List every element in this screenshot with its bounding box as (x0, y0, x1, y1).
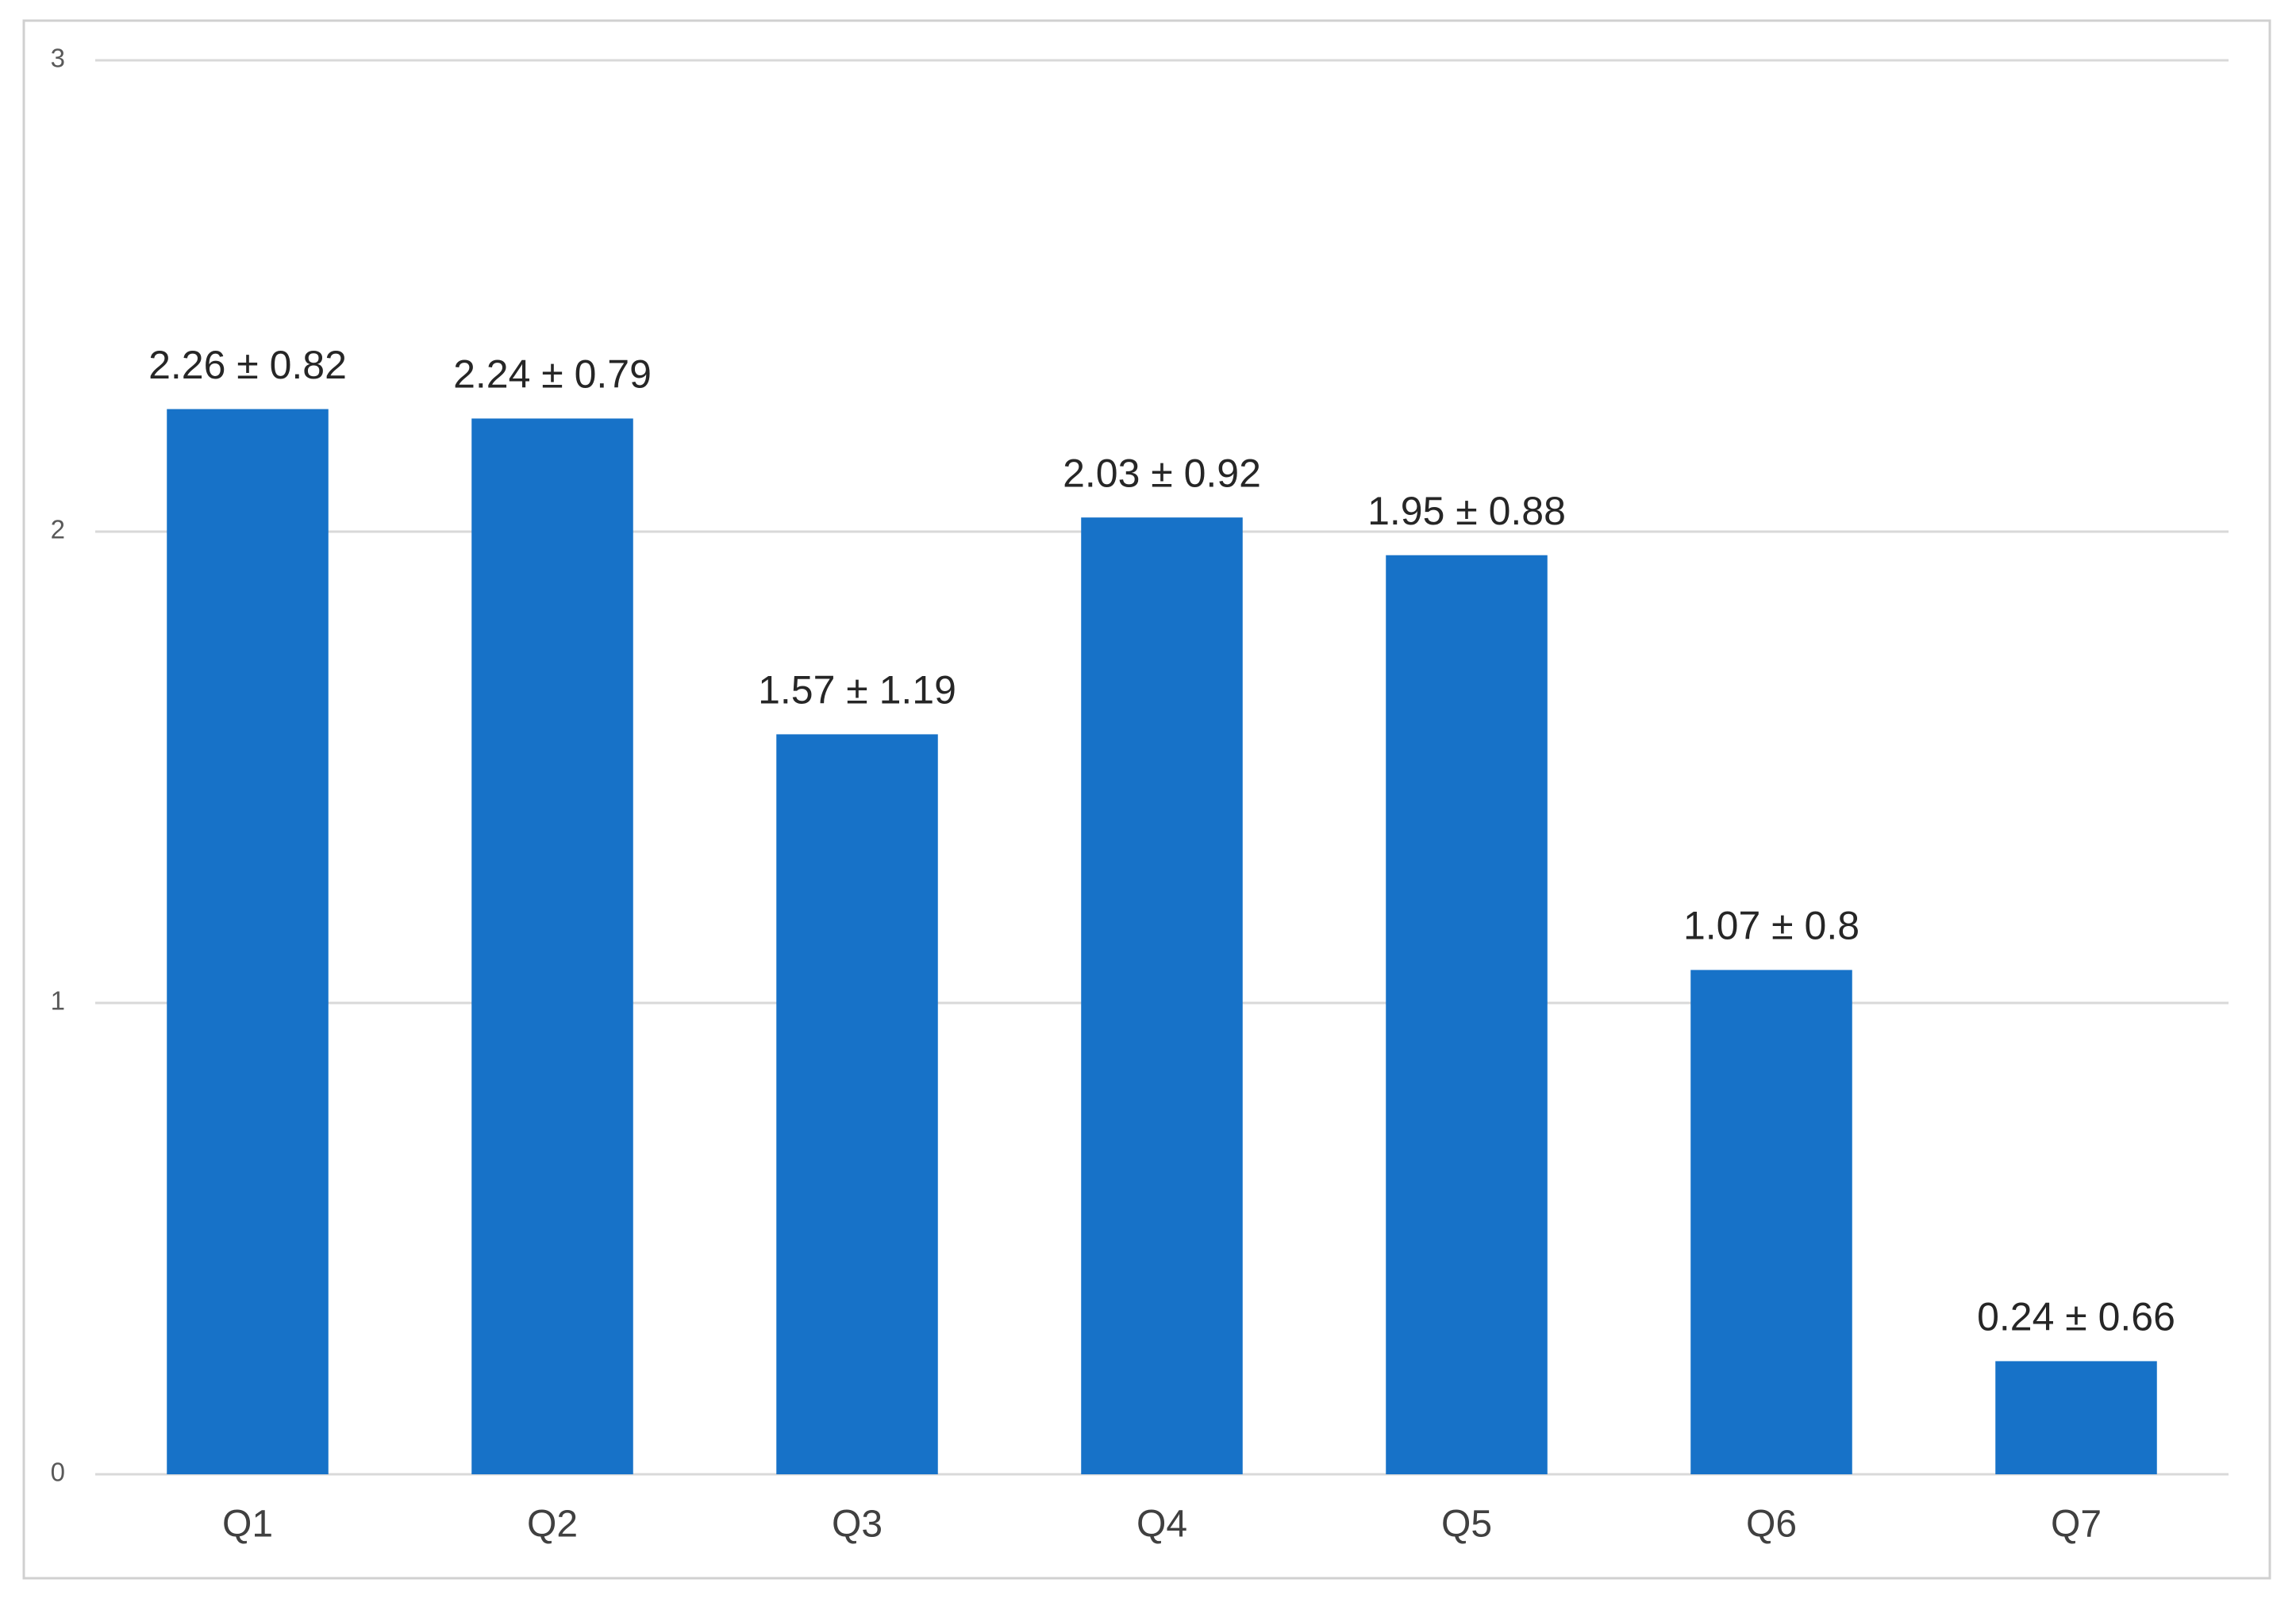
x-tick-label: Q1 (222, 1504, 273, 1546)
bar (776, 734, 938, 1474)
bar (471, 418, 633, 1475)
y-tick-label: 0 (51, 1458, 65, 1487)
bar (1386, 555, 1548, 1475)
y-tick-label: 2 (51, 515, 65, 544)
x-tick-label: Q7 (2051, 1504, 2102, 1546)
y-tick-label: 1 (51, 986, 65, 1016)
data-label: 1.57 ± 1.19 (758, 668, 956, 713)
data-label: 2.26 ± 0.82 (148, 343, 347, 387)
bar (1995, 1361, 2157, 1474)
x-tick-label: Q3 (832, 1504, 883, 1546)
bar (1081, 517, 1243, 1475)
x-tick-label: Q5 (1441, 1504, 1492, 1546)
data-label: 2.03 ± 0.92 (1063, 451, 1261, 495)
x-tick-label: Q4 (1136, 1504, 1187, 1546)
x-tick-label: Q6 (1746, 1504, 1797, 1546)
data-label: 0.24 ± 0.66 (1977, 1295, 2175, 1339)
y-tick-label: 3 (51, 44, 65, 73)
data-label: 1.07 ± 0.8 (1683, 904, 1859, 948)
bar (1690, 970, 1852, 1474)
bar (167, 409, 329, 1474)
x-tick-label: Q2 (527, 1504, 578, 1546)
data-label: 1.95 ± 0.88 (1367, 489, 1566, 533)
data-label: 2.24 ± 0.79 (453, 352, 652, 397)
